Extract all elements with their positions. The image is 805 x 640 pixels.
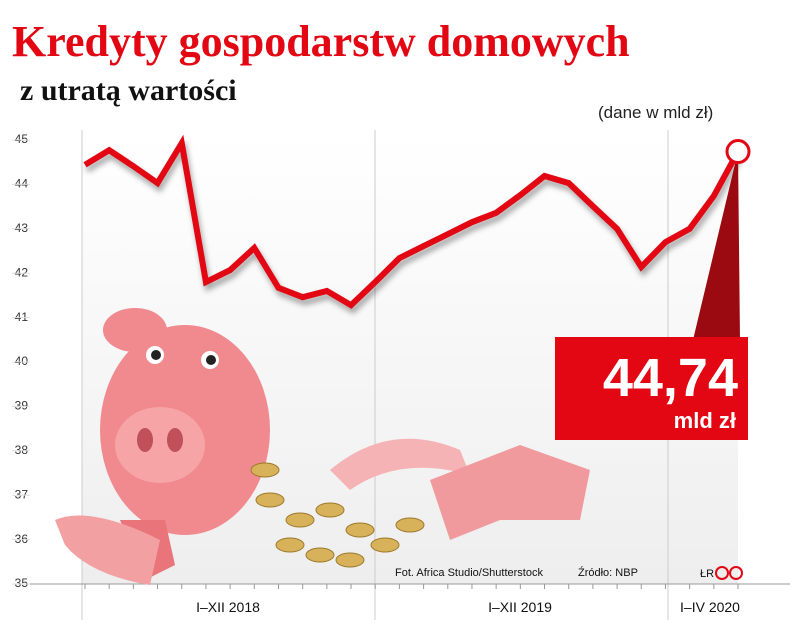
logo-icon	[729, 566, 743, 580]
logo: ŁR	[700, 568, 714, 580]
point	[725, 139, 751, 165]
x-group-label: I–XII 2018	[196, 599, 260, 615]
callout-unit: mld zł	[674, 408, 736, 433]
y-tick-label: 43	[15, 221, 29, 235]
logo-icon	[715, 566, 729, 580]
y-tick-label: 40	[15, 354, 29, 368]
x-group-label: I–IV 2020	[680, 599, 740, 615]
x-group-label: I–XII 2019	[488, 599, 552, 615]
y-tick-label: 36	[15, 532, 29, 546]
y-tick-label: 44	[15, 177, 29, 191]
y-tick-label: 42	[15, 265, 29, 279]
callout-box	[555, 337, 748, 440]
unit-note: (dane w mld zł)	[598, 103, 713, 122]
callout-pointer	[693, 151, 740, 340]
y-tick-label: 37	[15, 487, 29, 501]
y-tick-label: 39	[15, 399, 29, 413]
photo	[55, 308, 590, 585]
y-tick-label: 41	[15, 310, 29, 324]
y-tick-label: 38	[15, 443, 29, 457]
line	[83, 134, 741, 309]
source: Źródło: NBP	[578, 566, 638, 579]
chart-subtitle: z utratą wartości	[20, 74, 237, 107]
y-tick-label: 35	[15, 576, 29, 590]
value-label: 44,74	[603, 348, 738, 408]
photo-credit: Fot. Africa Studio/Shutterstock	[395, 567, 543, 579]
chart-title: Kredyty gospodarstw domowych	[12, 17, 630, 66]
y-tick-label: 45	[15, 132, 29, 146]
